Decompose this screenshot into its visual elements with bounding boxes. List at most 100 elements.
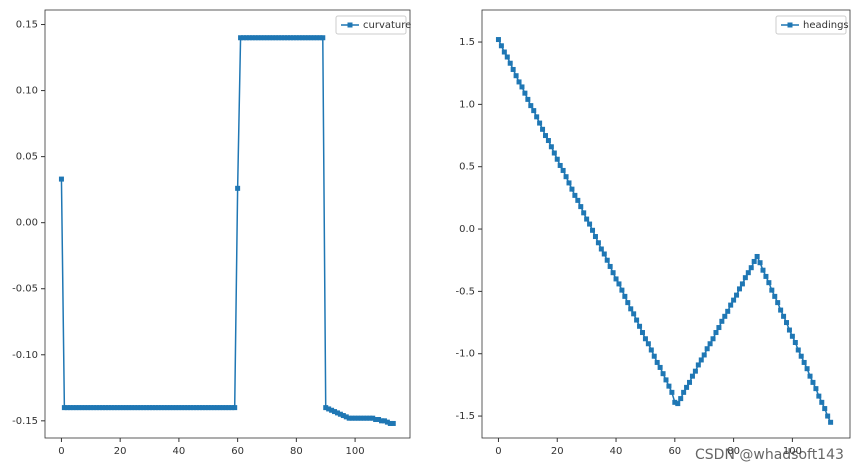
- marker: [252, 35, 258, 41]
- marker: [285, 35, 291, 41]
- marker: [775, 300, 781, 306]
- marker: [513, 73, 519, 79]
- marker: [211, 405, 217, 411]
- x-tick-label: 100: [346, 446, 365, 457]
- marker: [199, 405, 205, 411]
- marker: [739, 281, 745, 287]
- marker: [531, 108, 537, 114]
- marker: [305, 35, 311, 41]
- marker: [279, 35, 285, 41]
- marker: [282, 35, 288, 41]
- marker: [695, 362, 701, 368]
- marker: [528, 103, 534, 109]
- y-tick-label: 0.10: [16, 86, 38, 97]
- x-tick-label: 80: [727, 446, 740, 457]
- marker: [813, 386, 819, 392]
- marker: [243, 35, 249, 41]
- marker: [563, 174, 569, 180]
- marker: [232, 405, 238, 411]
- marker: [795, 347, 801, 353]
- marker: [736, 286, 742, 292]
- marker: [223, 405, 229, 411]
- marker: [678, 396, 684, 402]
- marker: [100, 405, 106, 411]
- marker: [102, 405, 108, 411]
- marker: [772, 293, 778, 299]
- marker: [713, 330, 719, 336]
- marker: [176, 405, 182, 411]
- marker: [196, 405, 202, 411]
- marker: [111, 405, 117, 411]
- marker: [358, 415, 364, 421]
- marker: [619, 287, 625, 293]
- marker: [179, 405, 185, 411]
- marker: [144, 405, 150, 411]
- y-tick-label: -0.10: [12, 350, 38, 361]
- marker: [551, 150, 557, 156]
- marker: [296, 35, 302, 41]
- marker: [828, 419, 834, 425]
- marker: [185, 405, 191, 411]
- marker: [781, 313, 787, 319]
- x-tick-label: 60: [231, 446, 244, 457]
- marker: [566, 180, 572, 186]
- x-tick-label: 0: [495, 446, 501, 457]
- marker: [731, 297, 737, 303]
- marker: [548, 144, 554, 150]
- marker: [660, 371, 666, 377]
- marker: [334, 410, 340, 416]
- marker: [584, 216, 590, 222]
- marker: [64, 405, 70, 411]
- marker: [76, 405, 82, 411]
- marker: [352, 415, 358, 421]
- marker: [337, 411, 343, 417]
- x-tick-label: 20: [551, 446, 564, 457]
- marker: [669, 389, 675, 395]
- y-tick-label: 1.0: [459, 99, 475, 110]
- marker: [554, 156, 560, 162]
- marker: [311, 35, 317, 41]
- marker: [645, 341, 651, 347]
- y-tick-label: -0.5: [455, 286, 475, 297]
- marker: [158, 405, 164, 411]
- legend-marker: [347, 22, 353, 28]
- marker: [657, 364, 663, 370]
- marker: [734, 292, 740, 298]
- marker: [370, 415, 376, 421]
- marker: [361, 415, 367, 421]
- marker: [299, 35, 305, 41]
- marker: [70, 405, 76, 411]
- marker: [355, 415, 361, 421]
- marker: [540, 126, 546, 132]
- marker: [719, 318, 725, 324]
- marker: [625, 300, 631, 306]
- marker: [807, 373, 813, 379]
- marker: [229, 405, 235, 411]
- marker: [754, 253, 760, 259]
- marker: [149, 405, 155, 411]
- x-tick-label: 40: [173, 446, 186, 457]
- legend-label: curvature: [363, 20, 411, 31]
- marker: [320, 35, 326, 41]
- marker: [769, 287, 775, 293]
- y-tick-label: 1.5: [459, 37, 475, 48]
- marker: [698, 357, 704, 363]
- marker: [604, 257, 610, 263]
- marker: [498, 43, 504, 49]
- marker: [138, 405, 144, 411]
- marker: [379, 418, 385, 424]
- marker: [648, 347, 654, 353]
- marker: [792, 340, 798, 346]
- marker: [188, 405, 194, 411]
- marker: [601, 251, 607, 257]
- marker: [346, 415, 352, 421]
- legend-box: [775, 15, 847, 35]
- marker: [94, 405, 100, 411]
- marker: [246, 35, 252, 41]
- marker: [126, 405, 132, 411]
- marker: [760, 267, 766, 273]
- axes-frame: [481, 9, 851, 439]
- y-tick-label: 0.5: [459, 162, 475, 173]
